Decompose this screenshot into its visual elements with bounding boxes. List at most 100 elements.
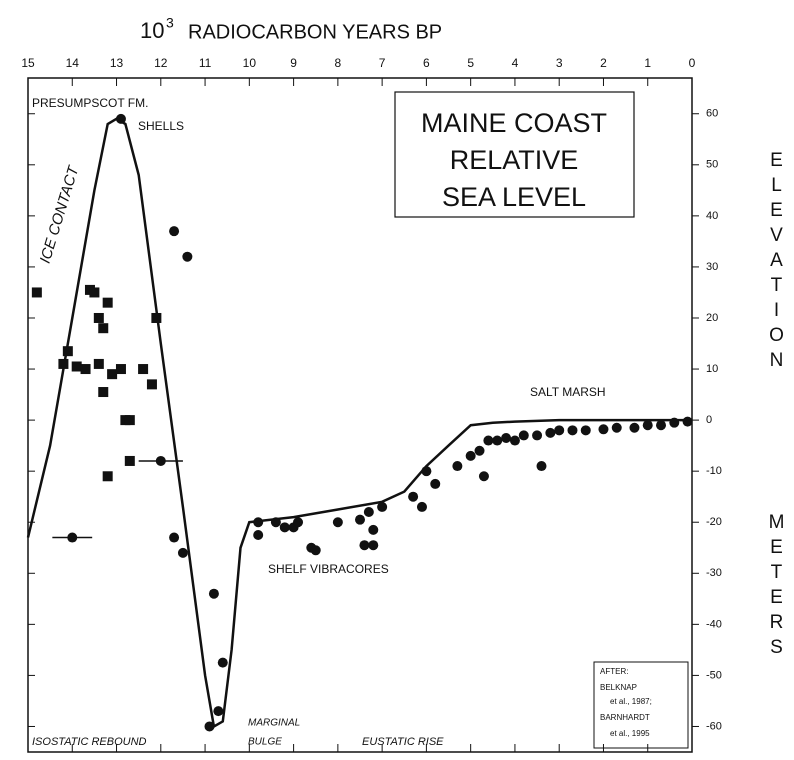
y-tick-label: 0 — [706, 414, 712, 426]
circle-point — [355, 514, 365, 525]
y-label: ELEVATION — [766, 150, 787, 375]
annotation: ICE CONTACT — [37, 163, 83, 266]
circle-point — [611, 422, 622, 433]
square-point — [146, 379, 157, 390]
x-tick-label: 15 — [21, 56, 35, 70]
x-tick-label: 3 — [556, 56, 563, 70]
y-tick-label: 50 — [706, 159, 718, 171]
circle-point — [452, 461, 463, 472]
circle-point — [169, 532, 180, 543]
x-tick-label: 4 — [512, 56, 519, 70]
annotation: SHELF VIBRACORES — [268, 562, 389, 576]
annotation: SALT MARSH — [530, 385, 606, 399]
circle-point — [669, 417, 680, 428]
plot-frame — [27, 77, 693, 753]
circle-point — [642, 420, 653, 431]
circle-point — [368, 524, 379, 535]
square-point — [115, 364, 126, 375]
circle-point — [580, 425, 591, 436]
square-point — [31, 287, 42, 298]
box-title: SEA LEVEL — [442, 182, 586, 212]
y-tick-label: 10 — [706, 363, 718, 375]
circle-point — [430, 478, 441, 489]
y-tick-label: 40 — [706, 210, 718, 222]
circle-point — [629, 422, 640, 433]
annotation: EUSTATIC RISE — [362, 736, 444, 748]
credit: BARNHARDT — [600, 713, 650, 722]
circle-point — [368, 540, 379, 551]
credit: AFTER: — [600, 667, 628, 676]
circle-point — [492, 435, 503, 446]
circle-point — [115, 113, 126, 124]
circle-point — [554, 425, 565, 436]
annotation: ISOSTATIC REBOUND — [32, 736, 147, 748]
circle-point — [682, 416, 693, 427]
sea-level-curve — [26, 117, 692, 729]
square-point — [93, 358, 104, 369]
circle-point — [177, 547, 188, 558]
circle-point — [483, 435, 494, 446]
circle-point — [545, 427, 556, 438]
x-tick-label: 8 — [335, 56, 342, 70]
box-title: RELATIVE — [450, 145, 579, 175]
annotation: SHELLS — [138, 119, 184, 133]
y-label: METERS — [766, 512, 787, 662]
credit: et al., 1995 — [610, 729, 650, 738]
square-point — [62, 346, 73, 357]
circle-point — [509, 435, 520, 446]
y-tick-label: 60 — [706, 108, 718, 120]
x-tick-label: 9 — [290, 56, 297, 70]
circle-point — [408, 491, 419, 502]
circle-point — [155, 455, 166, 466]
x-tick-label: 11 — [199, 56, 212, 70]
credit-box — [593, 661, 689, 749]
x-tick-label: 14 — [66, 56, 80, 70]
circle-point — [598, 424, 609, 435]
circle-point — [217, 657, 228, 668]
circle-point — [567, 425, 578, 436]
circle-point — [532, 430, 543, 441]
x-tick-label: 1 — [644, 56, 651, 70]
circle-point — [182, 251, 193, 262]
circle-point — [501, 432, 512, 443]
circle-point — [474, 445, 485, 456]
circle-point — [359, 540, 370, 551]
square-point — [102, 471, 113, 482]
x-tick-label: 12 — [154, 56, 168, 70]
square-point — [107, 369, 118, 380]
credit: BELKNAP — [600, 683, 637, 692]
y-tick-label: -50 — [706, 669, 722, 681]
circle-point — [416, 501, 427, 512]
square-point — [151, 312, 162, 323]
x-label: RADIOCARBON YEARS BP — [188, 21, 442, 43]
square-point — [124, 455, 135, 466]
x-label-exponent: 3 — [166, 15, 174, 31]
square-point — [124, 415, 135, 426]
credit: et al., 1987; — [610, 697, 652, 706]
title-box — [394, 91, 635, 218]
circle-point — [204, 721, 215, 732]
y-tick-label: -40 — [706, 618, 722, 630]
x-tick-label: 10 — [243, 56, 257, 70]
circle-point — [293, 517, 304, 528]
y-tick-label: 30 — [706, 261, 718, 273]
circle-point — [518, 430, 529, 441]
circle-point — [363, 507, 374, 518]
circle-point — [377, 501, 388, 512]
circle-point — [270, 517, 281, 528]
square-point — [98, 387, 109, 398]
x-tick-label: 6 — [423, 56, 430, 70]
x-tick-label: 2 — [600, 56, 607, 70]
circle-point — [421, 466, 432, 477]
annotation: PRESUMPSCOT FM. — [32, 96, 148, 110]
y-tick-label: -20 — [706, 516, 722, 528]
x-tick-label: 0 — [689, 56, 696, 70]
circle-point — [310, 545, 321, 556]
circle-point — [332, 517, 343, 528]
circle-point — [67, 532, 78, 543]
square-point — [89, 287, 100, 298]
square-point — [98, 323, 109, 334]
y-tick-label: -30 — [706, 567, 722, 579]
square-point — [80, 364, 91, 375]
